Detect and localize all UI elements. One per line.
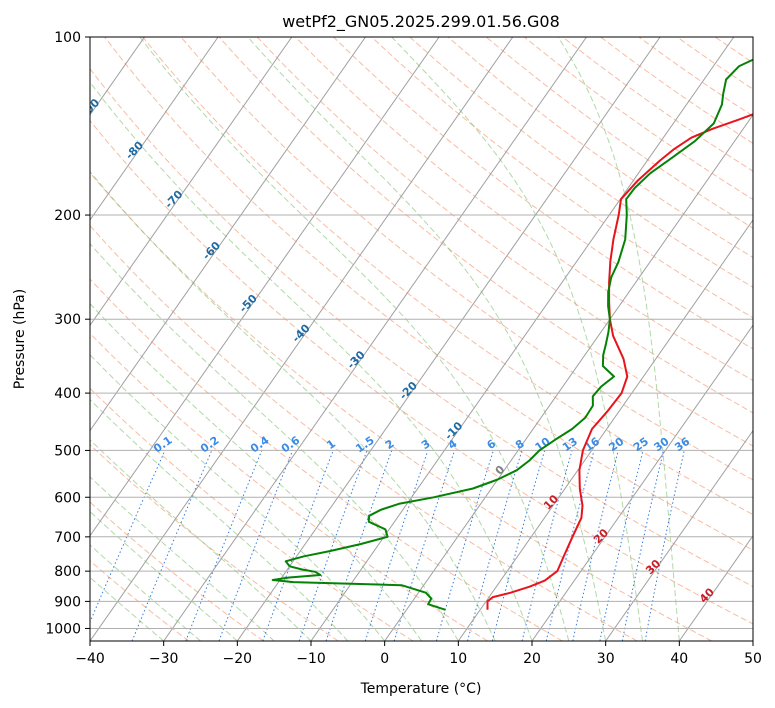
- mixing-ratio-line: [325, 450, 393, 641]
- y-tick-label: 700: [54, 530, 81, 546]
- x-tick-label: 10: [449, 651, 467, 667]
- plot-frame: [89, 36, 754, 642]
- isotherm-line: [531, 324, 753, 641]
- mixing-ratio-line: [262, 450, 334, 641]
- isotherm-line: [90, 37, 514, 641]
- mixing-ratio-line: [435, 450, 494, 641]
- moist-adiabat: [90, 242, 459, 641]
- dry-adiabat: [180, 37, 753, 481]
- moist-adiabat: [90, 302, 422, 641]
- x-tick-label: 50: [744, 651, 762, 667]
- x-tick-label: −10: [296, 651, 326, 667]
- dry-adiabat: [90, 560, 190, 641]
- profile-series: [271, 58, 753, 611]
- moist-adiabat: [90, 398, 349, 641]
- mixing-ratio-line: [467, 450, 523, 641]
- x-tick-label: −30: [149, 651, 179, 667]
- x-tick-label: 20: [523, 651, 541, 667]
- mixing-ratio-line: [218, 450, 294, 641]
- y-axis-label: Pressure (hPa): [12, 289, 28, 389]
- x-tick-label: −20: [223, 651, 253, 667]
- mixing-ratio-line: [131, 450, 213, 641]
- dry-adiabat: [295, 37, 753, 382]
- x-axis-label: Temperature (°C): [360, 681, 482, 697]
- pressure-gridlines: [90, 37, 753, 629]
- mixing-ratio-line: [90, 450, 166, 624]
- y-tick-label: 800: [54, 564, 81, 580]
- moist-adiabat: [90, 511, 238, 641]
- y-tick-label: 900: [54, 594, 81, 610]
- mixing-ratio-line: [185, 450, 263, 641]
- mixing-ratio-line: [364, 450, 429, 641]
- dry-adiabat: [371, 37, 753, 319]
- x-tick-label: −40: [75, 651, 105, 667]
- mixing-ratio-line: [298, 450, 368, 641]
- y-tick-label: 1000: [45, 622, 81, 638]
- isotherm-line: [678, 534, 753, 641]
- mixing-ratio-line: [521, 450, 573, 641]
- isotherm-line: [163, 37, 587, 641]
- dry-adiabat: [218, 37, 753, 447]
- profile-line: [271, 58, 753, 611]
- y-tick-label: 300: [54, 312, 81, 328]
- isotherm-line: [90, 37, 293, 327]
- dry-adiabat: [90, 332, 488, 641]
- moist-adiabat: [557, 37, 680, 641]
- moist-adiabat: [90, 354, 386, 641]
- moist-adiabat: [90, 439, 312, 641]
- isotherm-line: [90, 37, 366, 432]
- x-tick-label: 40: [670, 651, 688, 667]
- x-tick-label: 0: [380, 651, 389, 667]
- isotherm-line: [236, 37, 661, 641]
- y-tick-label: 200: [54, 208, 81, 224]
- moist-adiabat: [247, 37, 607, 641]
- x-tick-label: 30: [597, 651, 615, 667]
- moist-adiabat: [90, 81, 533, 641]
- isotherm-line: [457, 219, 753, 641]
- dry-adiabat: [90, 224, 638, 641]
- mixing-ratio-line: [572, 450, 619, 641]
- y-tick-label: 500: [54, 443, 81, 459]
- y-tick-label: 100: [54, 30, 81, 46]
- y-axis-ticks: 100 200 300 400 500 600 700 800 900 1000: [45, 30, 90, 638]
- moist-adiabat: [90, 544, 201, 641]
- y-tick-label: 400: [54, 386, 81, 402]
- dry-adiabat: [90, 67, 753, 588]
- x-axis-ticks: −40 −30 −20 −10 0 10 20 30 40 50: [75, 641, 762, 667]
- chart-title: wetPf2_GN05.2025.299.01.56.G08: [282, 12, 560, 32]
- isotherm-line: [90, 37, 219, 221]
- moist-adiabat: [90, 170, 496, 641]
- moist-adiabat: [391, 37, 643, 641]
- isotherm-line: [310, 37, 735, 641]
- moist-adiabat: [90, 576, 165, 641]
- dry-adiabat: [142, 37, 753, 516]
- isotherm-line: [605, 429, 753, 641]
- isotherm-line: [384, 113, 753, 641]
- isotherm-line: [90, 37, 440, 537]
- dry-adiabat: [90, 172, 712, 641]
- dry-adiabat: [90, 119, 753, 625]
- moist-adiabat: [139, 37, 570, 641]
- mixing-ratio-line: [545, 450, 595, 641]
- y-tick-label: 600: [54, 490, 81, 506]
